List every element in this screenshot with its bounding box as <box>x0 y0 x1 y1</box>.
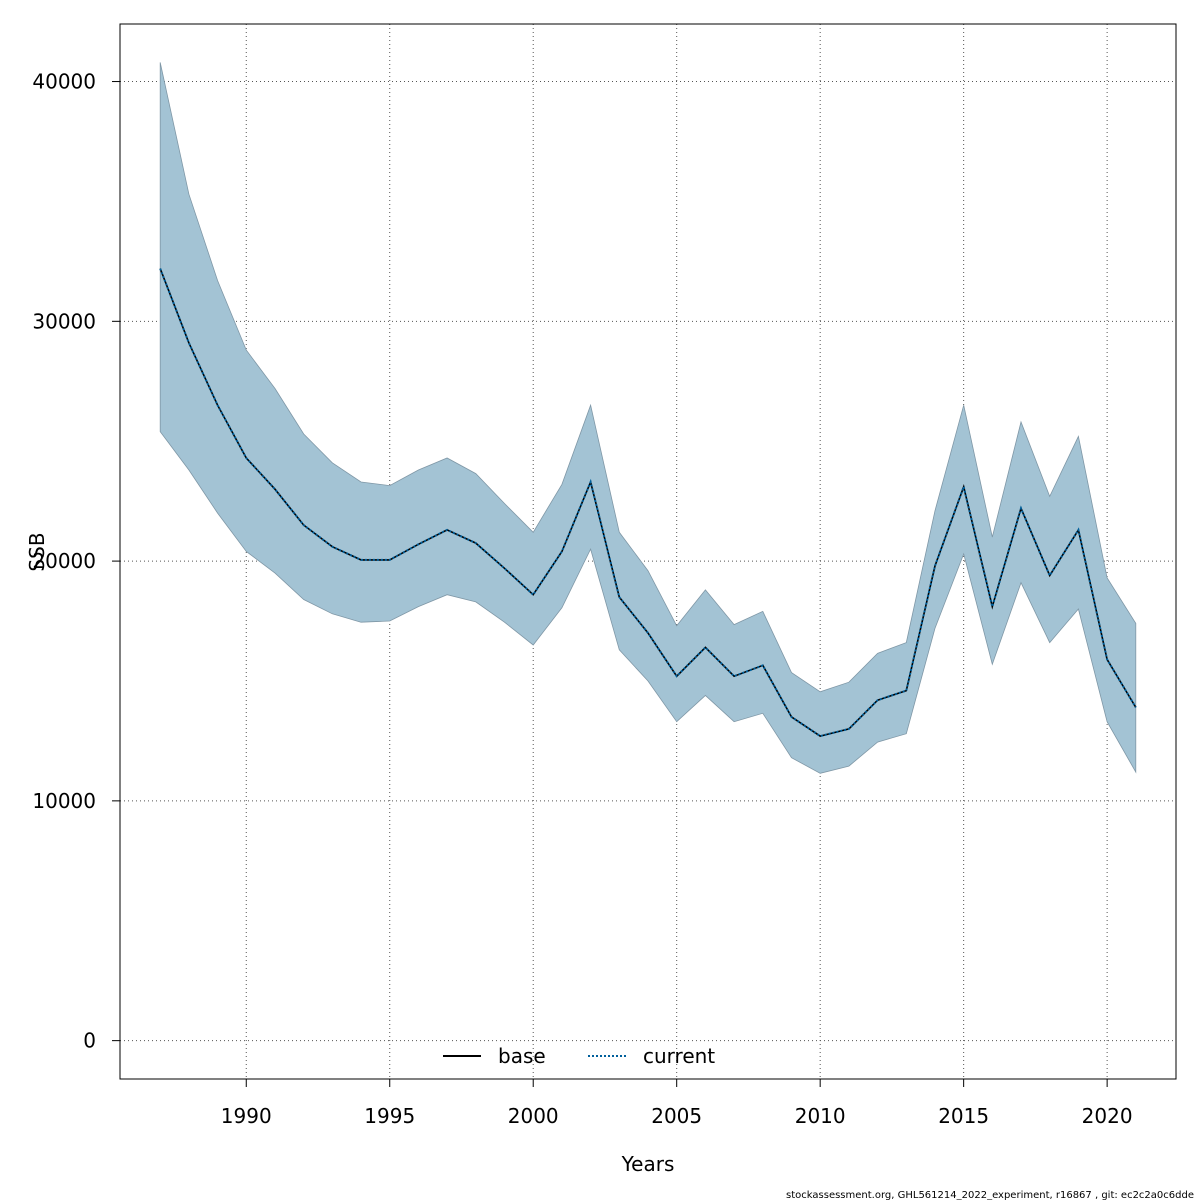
x-tick-label: 1990 <box>221 1104 272 1128</box>
plot-frame <box>119 23 1177 1080</box>
x-tick-label: 2020 <box>1082 1104 1133 1128</box>
x-axis: 1990 1995 2000 2005 2010 2015 2020 <box>221 1079 1133 1128</box>
legend-label-current: current <box>643 1044 715 1068</box>
x-tick-label: 2015 <box>938 1104 989 1128</box>
y-tick-label: 40000 <box>32 70 96 94</box>
x-axis-title: Years <box>621 1152 675 1176</box>
y-axis-title: SSB <box>25 532 49 571</box>
y-tick-label: 30000 <box>32 309 96 333</box>
legend-label-base: base <box>498 1044 546 1068</box>
y-tick-label: 20000 <box>32 549 96 573</box>
y-tick-label: 0 <box>83 1029 96 1053</box>
series-lines <box>159 268 1137 738</box>
series-line-current <box>159 268 1137 738</box>
y-tick-label: 10000 <box>32 789 96 813</box>
x-tick-label: 1995 <box>364 1104 415 1128</box>
x-tick-label: 2000 <box>508 1104 559 1128</box>
x-tick-label: 2010 <box>795 1104 846 1128</box>
footer-note: stockassessment.org, GHL561214_2022_expe… <box>786 1190 1194 1200</box>
x-tick-label: 2005 <box>651 1104 702 1128</box>
legend: base current <box>443 1044 715 1068</box>
confidence-band <box>159 62 1137 774</box>
y-axis: 0 10000 20000 30000 40000 <box>32 70 120 1053</box>
